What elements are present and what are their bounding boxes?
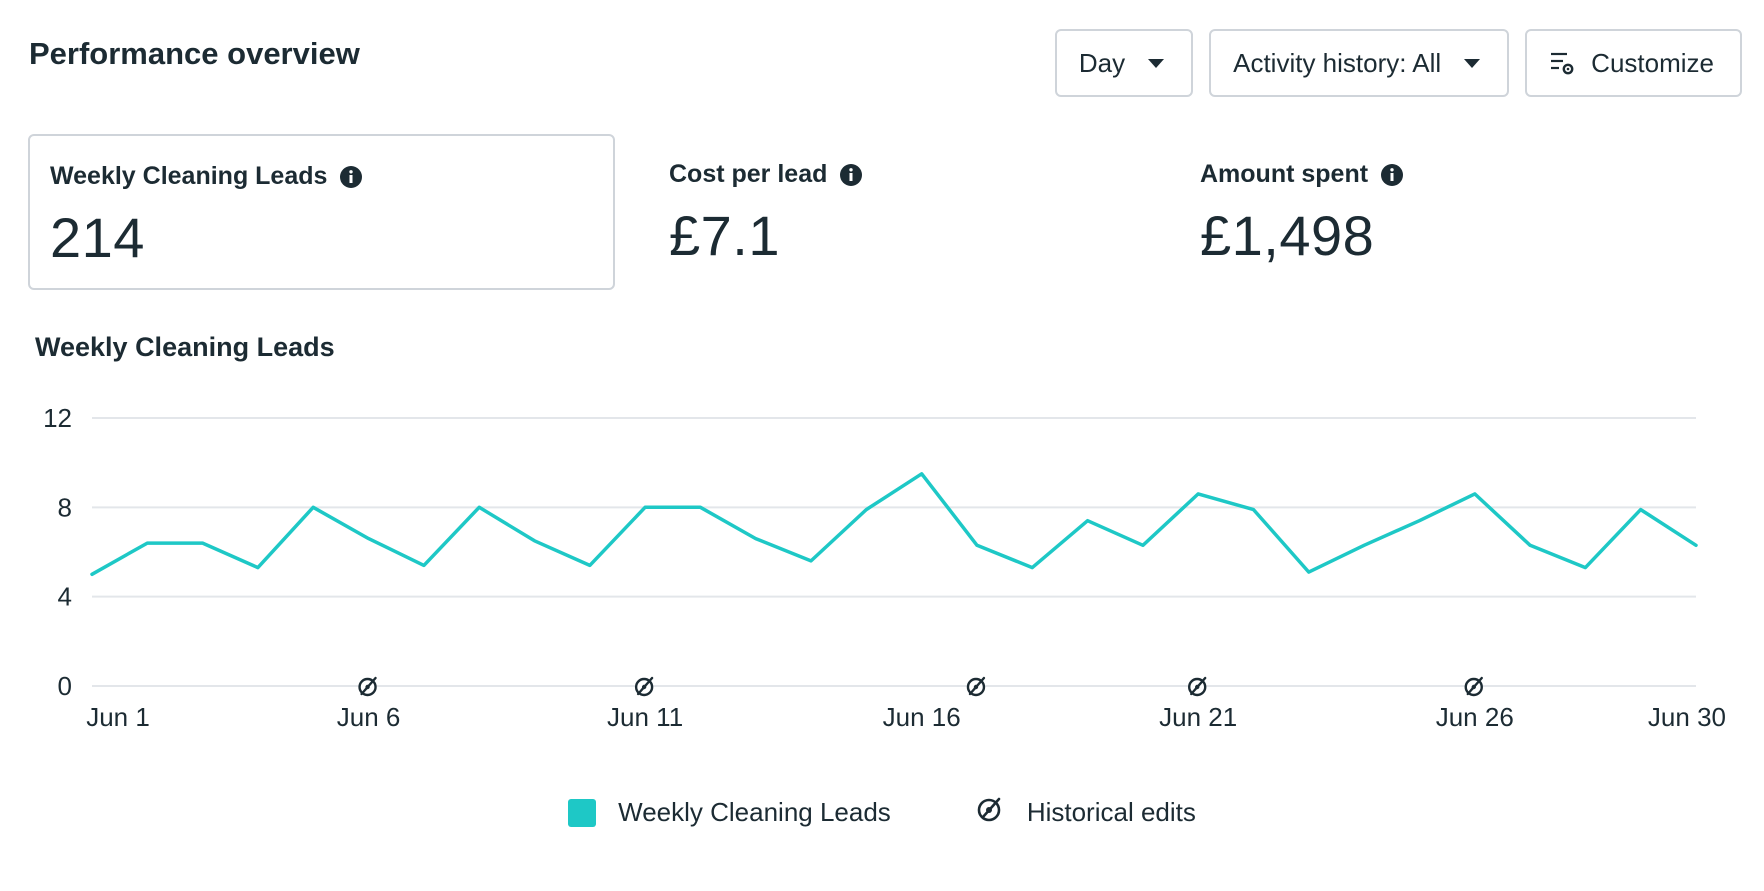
metric-value: £7.1 <box>669 204 780 267</box>
metric-card-cost-per-lead[interactable]: Cost per lead £7.1 <box>649 134 1149 290</box>
metric-value: 214 <box>50 206 145 269</box>
legend-series-label: Weekly Cleaning Leads <box>618 797 891 827</box>
series-line <box>90 472 1698 577</box>
legend-swatch <box>568 798 597 827</box>
customize-settings-icon <box>1549 50 1575 76</box>
historical-edit-marker[interactable] <box>634 676 654 697</box>
day-dropdown[interactable]: Day <box>1054 29 1194 97</box>
metric-label-row: Cost per lead <box>669 160 1129 189</box>
x-tick-label: Jun 21 <box>1159 702 1237 732</box>
page-title: Performance overview <box>29 36 360 71</box>
legend-item-historical-edits[interactable]: Historical edits <box>975 794 1196 831</box>
activity-history-dropdown[interactable]: Activity history: All <box>1209 29 1510 97</box>
info-icon[interactable] <box>1380 163 1404 187</box>
x-tick-label: Jun 30 <box>1648 702 1726 732</box>
historical-edit-marker[interactable] <box>358 676 377 697</box>
y-tick-label: 0 <box>58 671 72 701</box>
metric-card-amount-spent[interactable]: Amount spent £1,498 <box>1180 134 1680 290</box>
chart-legend: Weekly Cleaning Leads Historical edits <box>0 794 1764 831</box>
y-tick-label: 12 <box>43 403 72 433</box>
info-icon[interactable] <box>339 165 363 189</box>
metric-value: £1,498 <box>1200 204 1375 267</box>
historical-edit-marker[interactable] <box>1464 676 1483 697</box>
y-tick-label: 4 <box>58 582 72 612</box>
caret-down-icon <box>1147 58 1165 69</box>
customize-label: Customize <box>1591 47 1714 78</box>
historical-edit-marker[interactable] <box>1188 676 1207 697</box>
chart-title: Weekly Cleaning Leads <box>35 332 335 362</box>
y-tick-label: 8 <box>58 492 72 522</box>
historical-edit-marker[interactable] <box>966 676 986 697</box>
line-chart: 0 4 8 12 Jun 1 Jun 6 Jun 11 Jun 16 Jun 21 Jun 26 J… <box>43 403 1726 732</box>
metric-label: Cost per lead <box>669 160 828 188</box>
x-tick-label: Jun 26 <box>1436 702 1514 732</box>
metric-label: Amount spent <box>1200 160 1369 188</box>
x-tick-label: Jun 1 <box>86 702 150 732</box>
info-icon[interactable] <box>839 163 863 187</box>
x-tick-label: Jun 16 <box>883 702 961 732</box>
legend-edits-label: Historical edits <box>1026 797 1196 827</box>
day-dropdown-label: Day <box>1078 47 1126 78</box>
metric-label-row: Weekly Cleaning Leads <box>50 162 593 191</box>
customize-button[interactable]: Customize <box>1525 29 1742 97</box>
caret-down-icon <box>1463 58 1481 69</box>
metric-label: Weekly Cleaning Leads <box>50 162 328 190</box>
historical-edit-icon <box>975 794 1005 831</box>
activity-history-label: Activity history: All <box>1233 47 1442 78</box>
x-tick-label: Jun 6 <box>337 702 401 732</box>
x-tick-label: Jun 11 <box>607 702 683 732</box>
legend-item-series[interactable]: Weekly Cleaning Leads <box>568 797 891 828</box>
metric-label-row: Amount spent <box>1200 160 1660 189</box>
metric-card-leads[interactable]: Weekly Cleaning Leads 214 <box>28 134 615 290</box>
toolbar: Day Activity history: All Customize <box>1054 29 1742 97</box>
